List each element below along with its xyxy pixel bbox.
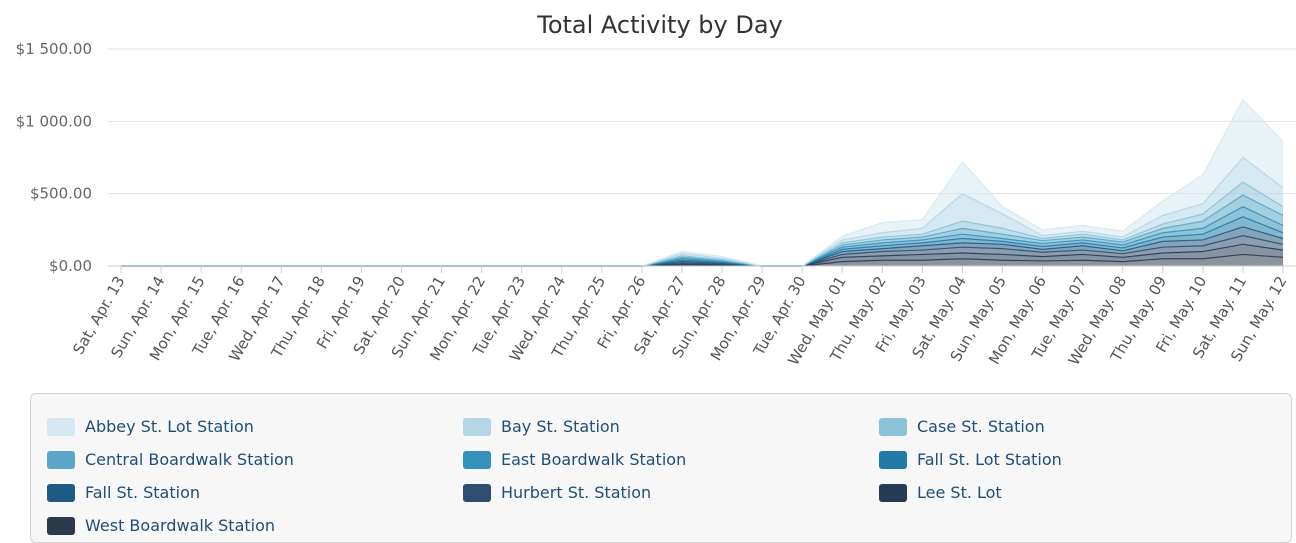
legend-label: Case St. Station xyxy=(917,417,1045,436)
legend-label: Lee St. Lot xyxy=(917,483,1002,502)
legend-item[interactable]: Lee St. Lot xyxy=(879,476,1279,509)
chart-title: Total Activity by Day xyxy=(536,11,783,39)
legend-label: Fall St. Lot Station xyxy=(917,450,1062,469)
legend-swatch xyxy=(879,417,907,436)
legend-swatch xyxy=(463,417,491,436)
legend-label: East Boardwalk Station xyxy=(501,450,687,469)
legend-item[interactable]: Hurbert St. Station xyxy=(463,476,879,509)
legend-item[interactable]: Bay St. Station xyxy=(463,410,879,443)
legend-item[interactable]: West Boardwalk Station xyxy=(47,509,463,542)
legend-label: Central Boardwalk Station xyxy=(85,450,294,469)
legend-swatch xyxy=(463,483,491,502)
legend-swatch xyxy=(47,483,75,502)
legend-label: Fall St. Station xyxy=(85,483,200,502)
legend-item[interactable]: Fall St. Lot Station xyxy=(879,443,1279,476)
legend: Abbey St. Lot Station Bay St. Station Case… xyxy=(30,393,1292,543)
legend-swatch xyxy=(47,450,75,469)
legend-swatch xyxy=(47,417,75,436)
series-area xyxy=(121,254,1283,266)
y-tick-label: $1 500.00 xyxy=(16,40,92,58)
legend-item[interactable]: Fall St. Station xyxy=(47,476,463,509)
y-tick-label: $500.00 xyxy=(30,185,92,203)
legend-item[interactable]: Central Boardwalk Station xyxy=(47,443,463,476)
legend-label: Bay St. Station xyxy=(501,417,620,436)
plot-area xyxy=(121,99,1283,266)
legend-swatch xyxy=(463,450,491,469)
legend-swatch xyxy=(879,450,907,469)
y-tick-label: $1 000.00 xyxy=(16,112,92,130)
legend-item[interactable]: East Boardwalk Station xyxy=(463,443,879,476)
legend-label: Hurbert St. Station xyxy=(501,483,652,502)
legend-item[interactable]: Abbey St. Lot Station xyxy=(47,410,463,443)
legend-swatch xyxy=(47,516,75,535)
legend-grid: Abbey St. Lot Station Bay St. Station Case… xyxy=(31,394,1291,542)
area-chart: Total Activity by Day $0.00 $500.00 $1 000… xyxy=(16,11,1296,368)
legend-swatch xyxy=(879,483,907,502)
legend-item[interactable]: Case St. Station xyxy=(879,410,1279,443)
y-tick-label: $0.00 xyxy=(49,257,92,275)
legend-label: Abbey St. Lot Station xyxy=(85,417,254,436)
legend-label: West Boardwalk Station xyxy=(85,516,276,535)
